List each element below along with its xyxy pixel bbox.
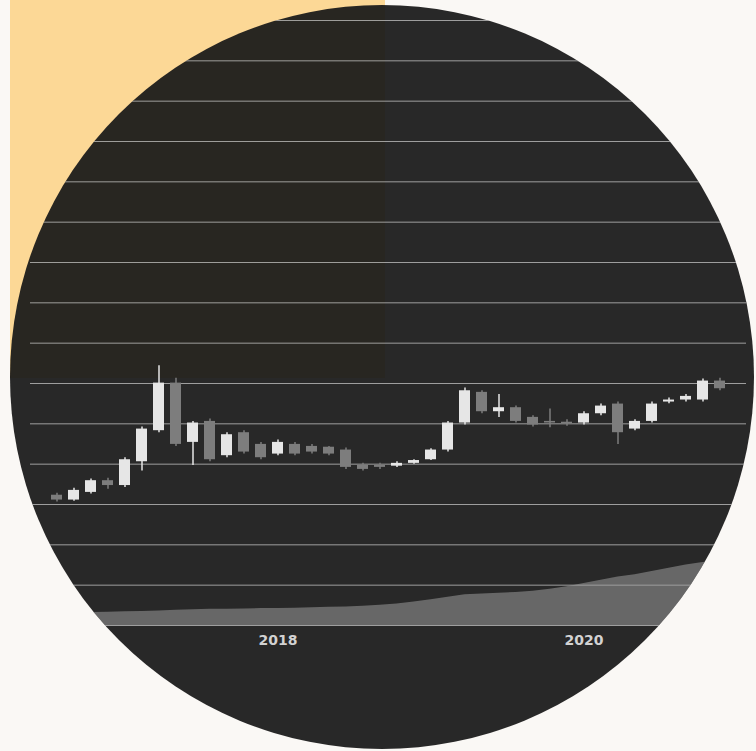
svg-text:2020: 2020 [565,632,604,648]
svg-text:2018: 2018 [259,632,298,648]
